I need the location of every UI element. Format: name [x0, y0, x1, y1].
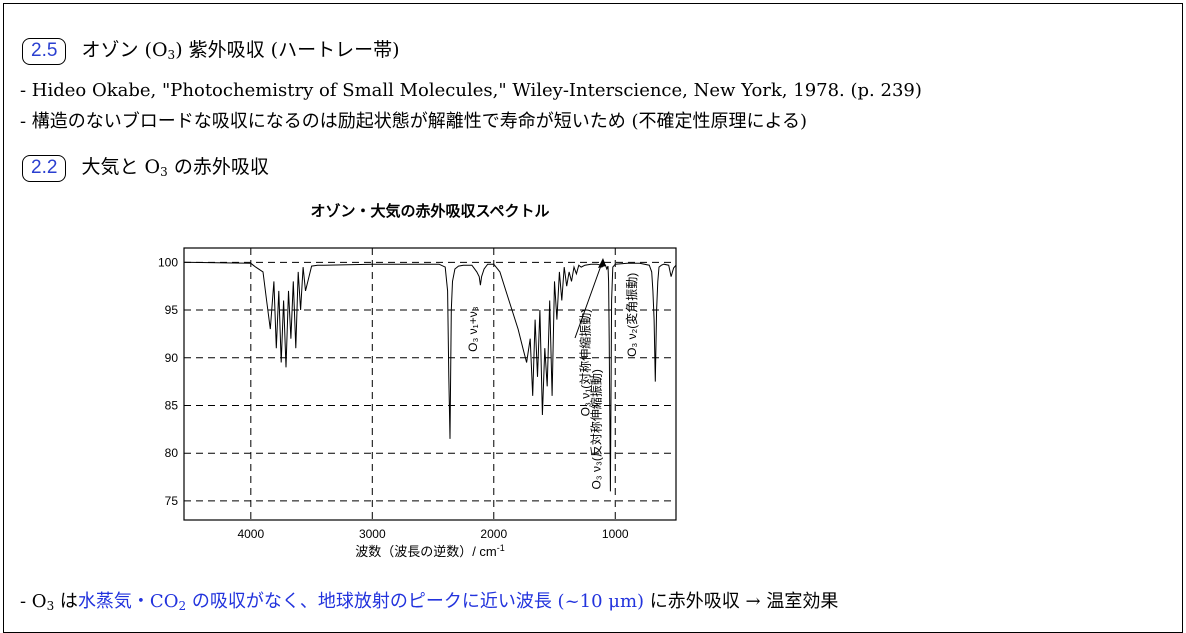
- annotation-label: O₃ ν₃(反対称伸縮振動): [589, 369, 604, 489]
- y-tick-label: 100: [158, 255, 178, 269]
- conclusion-line: - O3 は水蒸気・CO2 の吸収がなく、地球放射のピークに近い波長 (~10 …: [20, 591, 839, 613]
- annotation-label: O₃ ν₁(対称伸縮振動): [578, 309, 593, 417]
- axis-ticks: 4000 3000 2000 1000 75 80 85 90 95 100: [158, 255, 629, 541]
- section-number-badge: 2.5: [22, 38, 67, 65]
- y-tick-label: 95: [165, 303, 179, 317]
- chart-grid: [184, 248, 676, 520]
- annotation-label: O₃ ν₂(変角振動): [624, 273, 639, 357]
- x-tick-label: 3000: [359, 527, 386, 541]
- x-tick-label: 4000: [237, 527, 264, 541]
- ir-spectrum-chart: オゾン・大気の赤外吸収スペクトル 4000 3000 2000 1000 75 80 85 9…: [158, 202, 677, 559]
- section-title: オゾン (O3) 紫外吸収 (ハートレー帯): [81, 39, 400, 62]
- spectrum-line: [183, 261, 677, 492]
- chart-annotations: O₃ ν₁+ν₃ O₃ ν₁(対称伸縮振動)O₃ ν₃(反対称伸縮振動) O₃ ν₂…: [466, 273, 639, 490]
- section-heading-ozone-uv: 2.5 オゾン (O3) 紫外吸収 (ハートレー帯): [22, 35, 400, 65]
- highlight-text: 水蒸気・CO2 の吸収がなく、地球放射のピークに近い波長 (~10 μm): [77, 591, 645, 613]
- x-axis-label: 波数（波長の逆数）/ cm-1: [355, 543, 505, 559]
- x-tick-label: 2000: [480, 527, 507, 541]
- y-tick-label: 90: [165, 351, 179, 365]
- y-tick-label: 75: [165, 494, 179, 508]
- y-tick-label: 85: [165, 398, 179, 412]
- y-tick-label: 80: [165, 446, 179, 460]
- x-tick-label: 1000: [602, 527, 629, 541]
- annotation-arrow: [574, 259, 604, 339]
- annotation-arrowhead: [598, 258, 606, 268]
- chart-title: オゾン・大気の赤外吸収スペクトル: [311, 202, 550, 220]
- section-title: 大気と O3 の赤外吸収: [81, 156, 269, 179]
- plot-frame: [183, 247, 677, 521]
- section-heading-ir: 2.2 大気と O3 の赤外吸収: [22, 152, 269, 182]
- annotation-label: O₃ ν₁+ν₃: [466, 306, 480, 352]
- section-number-badge: 2.2: [22, 155, 67, 182]
- explanation-line: - 構造のないブロードな吸収になるのは励起状態が解離性で寿命が短いため (不確定…: [20, 111, 808, 132]
- reference-line: - Hideo Okabe, "Photochemistry of Small …: [20, 80, 922, 101]
